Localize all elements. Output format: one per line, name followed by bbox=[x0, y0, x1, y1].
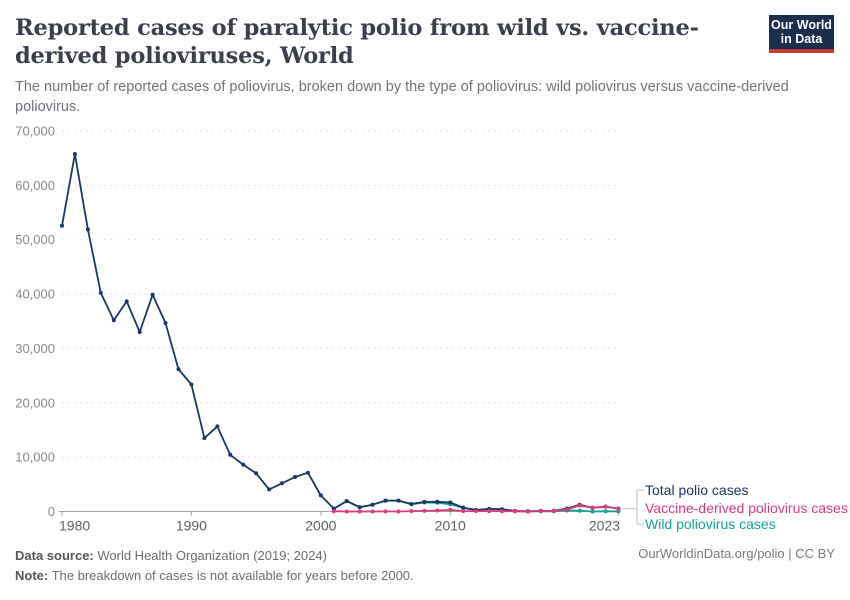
data-point bbox=[111, 318, 116, 323]
data-point bbox=[422, 499, 427, 504]
y-tick-label: 0 bbox=[48, 504, 55, 519]
data-point bbox=[241, 462, 246, 467]
data-point bbox=[513, 509, 517, 514]
data-point bbox=[163, 321, 168, 325]
data-point bbox=[202, 436, 207, 441]
data-point bbox=[564, 507, 569, 512]
data-source-line: Data source: World Health Organization (… bbox=[15, 546, 414, 566]
data-point bbox=[60, 223, 64, 228]
legend-label-wild: Wild poliovirus cases bbox=[645, 516, 776, 532]
series-line-0 bbox=[61, 153, 620, 513]
x-tick-label: 1990 bbox=[176, 518, 207, 534]
data-point bbox=[344, 499, 349, 504]
y-tick-label: 20,000 bbox=[15, 395, 55, 410]
data-point bbox=[590, 505, 595, 510]
data-point bbox=[577, 503, 582, 508]
data-point bbox=[435, 508, 440, 513]
footer-source-note: Data source: World Health Organization (… bbox=[15, 546, 414, 586]
data-point bbox=[590, 509, 595, 514]
x-tick-label: 2023 bbox=[589, 518, 620, 534]
y-tick-label: 30,000 bbox=[15, 341, 55, 356]
line-chart-svg[interactable]: 0 10,000 20,000 30,000 40,000 50,000 60,000 70,… bbox=[0, 118, 850, 548]
data-point bbox=[344, 509, 349, 514]
x-tick-label: 2010 bbox=[435, 518, 466, 534]
data-point bbox=[318, 493, 323, 498]
data-point bbox=[577, 508, 582, 513]
data-point bbox=[603, 504, 608, 509]
note-value: The breakdown of cases is not available … bbox=[48, 568, 414, 583]
data-point bbox=[98, 290, 103, 295]
owid-logo[interactable]: Our World in Data bbox=[769, 15, 834, 53]
data-point bbox=[409, 502, 414, 506]
note-line: Note: The breakdown of cases is not avai… bbox=[15, 566, 414, 586]
data-point bbox=[267, 487, 272, 492]
data-point bbox=[331, 509, 336, 514]
data-source-label: Data source: bbox=[15, 548, 94, 563]
data-point bbox=[525, 509, 530, 514]
x-tick-label: 2000 bbox=[305, 518, 336, 534]
data-point bbox=[370, 502, 375, 507]
data-point bbox=[150, 292, 155, 297]
data-point bbox=[448, 500, 453, 505]
legend-label-vaccine: Vaccine-derived poliovirus cases bbox=[645, 500, 848, 516]
data-point bbox=[383, 509, 388, 514]
data-point bbox=[409, 509, 414, 514]
data-point bbox=[422, 508, 427, 513]
data-point bbox=[448, 507, 453, 512]
data-source-value: World Health Organization (2019; 2024) bbox=[93, 548, 327, 563]
data-point bbox=[137, 330, 142, 334]
data-point bbox=[215, 424, 220, 429]
legend-item-vaccine-derived-cases[interactable]: Vaccine-derived poliovirus cases bbox=[645, 499, 848, 517]
page-title: Reported cases of paralytic polio from w… bbox=[15, 15, 699, 69]
data-point bbox=[487, 509, 492, 514]
x-tick-label: 1980 bbox=[59, 518, 90, 534]
data-point bbox=[370, 509, 375, 514]
data-point bbox=[85, 227, 90, 232]
owid-logo-line1: Our World bbox=[771, 18, 832, 32]
data-point bbox=[357, 505, 362, 510]
data-point bbox=[280, 481, 284, 486]
owid-link[interactable]: OurWorldinData.org/polio | CC BY bbox=[638, 546, 835, 561]
legend-item-total-polio-cases[interactable]: Total polio cases bbox=[645, 481, 749, 499]
data-point bbox=[538, 509, 543, 513]
data-point bbox=[357, 509, 362, 514]
data-point bbox=[500, 509, 504, 514]
owid-logo-line2: in Data bbox=[780, 31, 823, 46]
data-point bbox=[603, 509, 608, 514]
y-tick-label: 40,000 bbox=[15, 287, 55, 302]
data-point bbox=[551, 508, 556, 513]
y-tick-label: 70,000 bbox=[15, 124, 55, 139]
data-point bbox=[616, 506, 621, 511]
data-point bbox=[383, 498, 388, 503]
data-point bbox=[124, 299, 129, 304]
legend-label-total: Total polio cases bbox=[645, 482, 749, 498]
chart-subtitle: The number of reported cases of poliovir… bbox=[15, 79, 789, 115]
data-point bbox=[176, 367, 181, 372]
data-point bbox=[396, 498, 401, 503]
y-tick-label: 60,000 bbox=[15, 178, 55, 193]
y-tick-label: 50,000 bbox=[15, 232, 55, 247]
data-point bbox=[461, 509, 466, 514]
y-tick-label: 10,000 bbox=[15, 450, 55, 465]
legend-item-wild-cases[interactable]: Wild poliovirus cases bbox=[645, 515, 776, 533]
data-point bbox=[189, 382, 194, 387]
data-point bbox=[228, 452, 233, 457]
data-point bbox=[254, 471, 259, 476]
note-label: Note: bbox=[15, 568, 49, 583]
data-point bbox=[396, 509, 401, 514]
data-point bbox=[293, 475, 297, 479]
data-point bbox=[461, 505, 466, 510]
data-point bbox=[474, 509, 479, 514]
data-point bbox=[435, 499, 440, 504]
data-point bbox=[305, 470, 310, 475]
data-point bbox=[72, 152, 77, 156]
